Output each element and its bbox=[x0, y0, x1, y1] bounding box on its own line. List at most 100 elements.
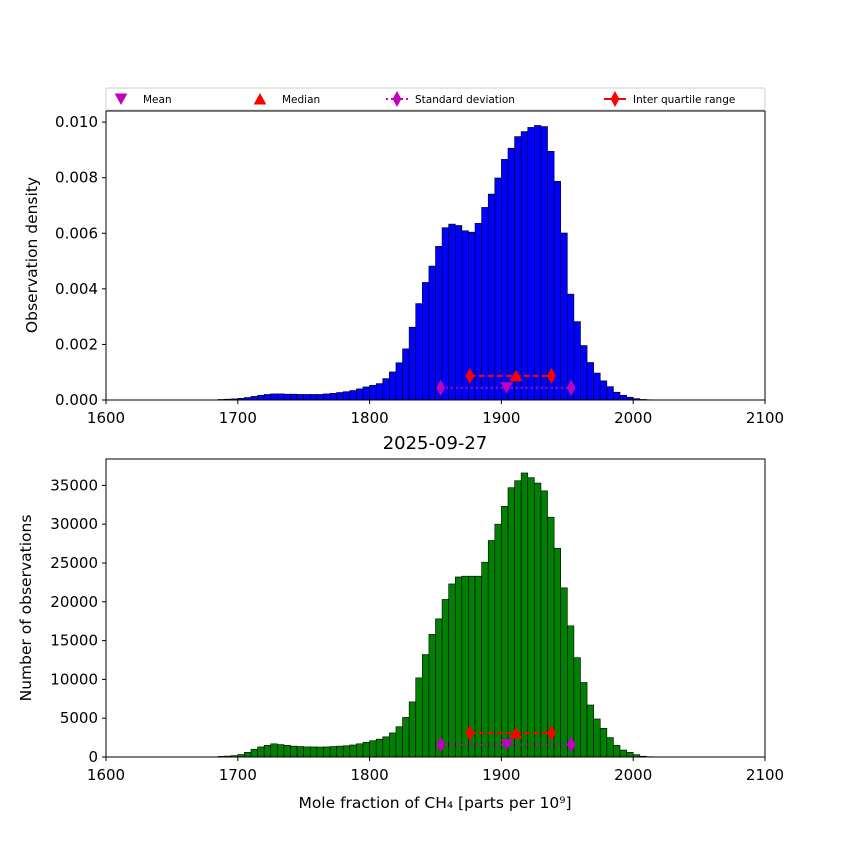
histogram-bar bbox=[349, 390, 357, 401]
histogram-bar bbox=[448, 583, 456, 758]
y-tick-label: 35000 bbox=[50, 476, 98, 494]
histogram-bar bbox=[454, 576, 463, 758]
x-tick-label: 1900 bbox=[482, 766, 520, 784]
histogram-bar bbox=[566, 625, 575, 758]
histogram-bar bbox=[356, 388, 364, 401]
histogram-bar bbox=[514, 480, 522, 758]
histogram-bar bbox=[277, 744, 285, 758]
histogram-bar bbox=[296, 394, 304, 401]
histogram-bar bbox=[481, 561, 489, 758]
std-dev-low-marker bbox=[436, 379, 446, 396]
histogram-bar bbox=[593, 718, 601, 758]
plot-frame bbox=[105, 458, 766, 758]
histogram-bar bbox=[501, 159, 509, 401]
histogram-bar bbox=[303, 394, 311, 401]
histogram-bar bbox=[369, 740, 377, 758]
histogram-bar bbox=[422, 282, 430, 401]
histogram-bar bbox=[435, 246, 443, 401]
histogram-bar bbox=[428, 265, 436, 401]
histogram-bar bbox=[369, 384, 377, 401]
histogram-bar bbox=[362, 386, 370, 401]
x-axis-label: Mole fraction of CH₄ [parts per 10⁹] bbox=[298, 794, 571, 812]
histogram-bar bbox=[441, 599, 449, 758]
histogram-bar bbox=[501, 506, 509, 758]
y-tick-label: 0.006 bbox=[55, 224, 98, 242]
histogram-bar bbox=[599, 727, 608, 758]
x-tick-label: 1800 bbox=[351, 766, 389, 784]
histogram-bar bbox=[580, 345, 588, 401]
histogram-bar bbox=[441, 227, 449, 401]
x-tick-label: 2000 bbox=[614, 766, 652, 784]
x-tick-label: 1900 bbox=[482, 409, 520, 427]
y-tick-label: 20000 bbox=[50, 593, 98, 611]
histogram-bar bbox=[613, 745, 621, 758]
histogram-bar bbox=[362, 741, 370, 758]
y-tick-label: 0 bbox=[88, 748, 98, 766]
histogram-bar bbox=[507, 487, 515, 758]
y-tick-label: 10000 bbox=[50, 670, 98, 688]
legend-marker-icon bbox=[253, 92, 267, 105]
iqr-low-marker bbox=[465, 367, 475, 384]
histogram-bar bbox=[507, 147, 515, 401]
histogram-bar bbox=[619, 749, 627, 758]
x-tick-label: 1600 bbox=[87, 409, 125, 427]
histogram-bar bbox=[316, 746, 324, 758]
histogram-bar bbox=[547, 150, 555, 401]
histogram-bar bbox=[599, 380, 608, 401]
histogram-bar bbox=[402, 717, 410, 758]
histogram-bar bbox=[356, 743, 364, 758]
histogram-bar bbox=[580, 682, 588, 758]
legend-box bbox=[105, 87, 766, 111]
median-marker bbox=[509, 726, 523, 739]
histogram-bar bbox=[349, 744, 357, 758]
histogram-bar bbox=[435, 618, 443, 758]
legend-marker-icon bbox=[392, 90, 402, 108]
histogram-bar bbox=[263, 745, 272, 758]
histogram-bar bbox=[263, 394, 272, 401]
x-tick-label: 2100 bbox=[746, 766, 784, 784]
histogram-bar bbox=[309, 746, 318, 758]
legend-marker-icon bbox=[610, 90, 620, 108]
histogram-bar bbox=[619, 394, 627, 401]
histogram-bar bbox=[244, 752, 252, 758]
legend: Mean Median Standard deviation Inter quarti… bbox=[105, 87, 766, 111]
x-tick-label: 2100 bbox=[746, 409, 784, 427]
histogram-bar bbox=[395, 362, 403, 401]
histogram-bar bbox=[494, 523, 502, 758]
histogram-bar bbox=[402, 348, 410, 401]
histogram-bar bbox=[296, 746, 304, 758]
legend-label: Mean bbox=[143, 94, 172, 106]
histogram-bar bbox=[415, 677, 423, 758]
histogram-bar bbox=[514, 136, 522, 401]
histogram-bar bbox=[520, 472, 529, 758]
histogram-bar bbox=[375, 738, 384, 758]
histogram-bar bbox=[290, 745, 298, 758]
histogram-bar bbox=[389, 732, 397, 758]
histogram-bar bbox=[309, 394, 318, 401]
histogram-bar bbox=[520, 131, 529, 401]
histogram-bar bbox=[329, 393, 337, 401]
histogram-bar bbox=[534, 125, 542, 401]
y-tick-label: 0.004 bbox=[55, 280, 98, 298]
plot-frame bbox=[105, 110, 766, 401]
histogram-bar bbox=[606, 386, 614, 401]
top-y-axis-label: Observation density bbox=[23, 177, 41, 333]
histogram-bar bbox=[540, 126, 548, 401]
histogram-bar bbox=[494, 177, 502, 401]
histogram-bar bbox=[389, 371, 397, 401]
histogram-bar bbox=[560, 587, 568, 758]
histogram-bar bbox=[270, 743, 278, 758]
iqr-high-marker bbox=[547, 724, 556, 741]
histogram-bar bbox=[270, 393, 278, 401]
x-tick-label: 1600 bbox=[87, 766, 125, 784]
count-histogram-plot: 1600 1700 1800 1900 2000 2100 0 5000 10000 15000 2… bbox=[50, 458, 784, 784]
y-tick-label: 25000 bbox=[50, 554, 98, 572]
histogram-bar bbox=[573, 657, 581, 758]
histogram-bar bbox=[547, 516, 555, 758]
histogram-bar bbox=[586, 704, 594, 758]
histogram-bar bbox=[415, 303, 423, 401]
y-tick-label: 0.010 bbox=[55, 113, 98, 131]
histogram-bar bbox=[323, 393, 331, 401]
y-tick-label: 15000 bbox=[50, 632, 98, 650]
